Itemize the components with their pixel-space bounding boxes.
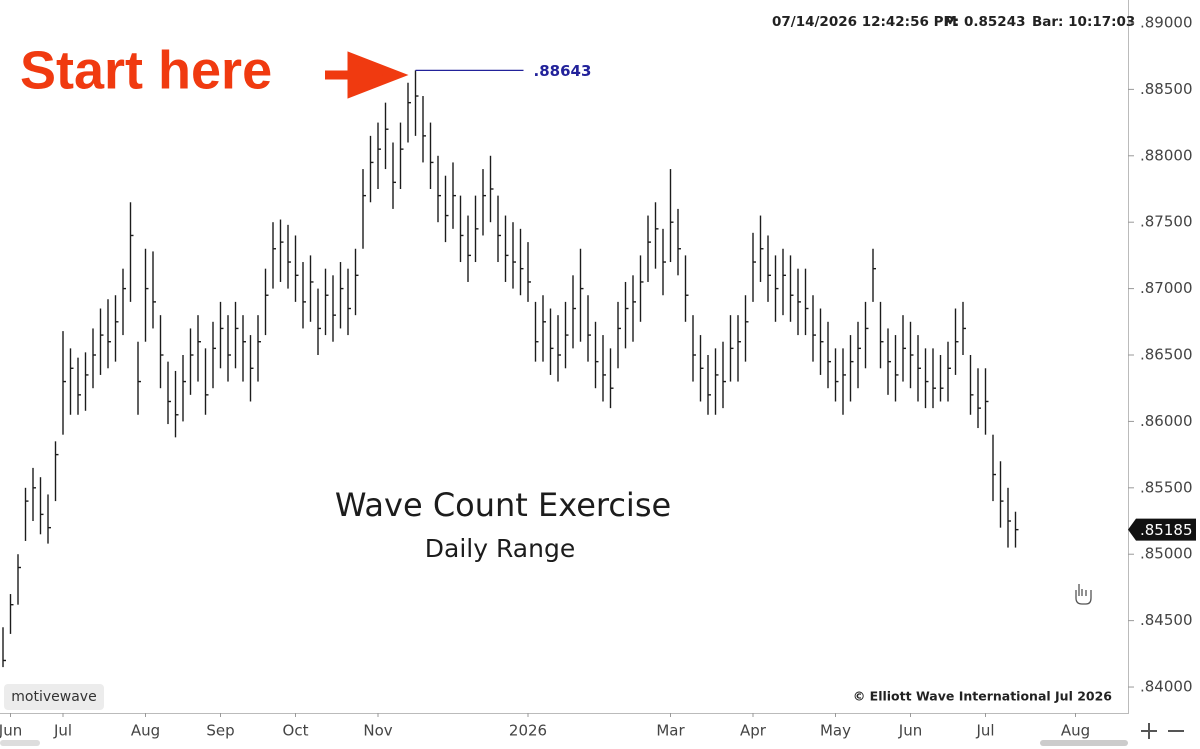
bar-timer: Bar: 10:17:03 [1032, 14, 1135, 30]
y-tick-label: .85500 [1140, 478, 1193, 496]
platform-badge [4, 684, 104, 710]
platform-name: motivewave [11, 689, 96, 705]
zoom-in-button[interactable] [1141, 723, 1157, 739]
x-tick-label: Nov [363, 722, 392, 740]
current-price: P: 0.85243 [944, 14, 1025, 30]
y-tick-label: .87000 [1140, 279, 1193, 297]
scrollbar[interactable] [1040, 740, 1128, 746]
y-tick-label: .88000 [1140, 146, 1193, 164]
y-tick-label: .88500 [1140, 80, 1193, 98]
cursor-icon [1075, 584, 1092, 605]
price-bars [2, 70, 1019, 668]
y-tick-label: .84500 [1140, 611, 1193, 629]
y-tick-label: .87500 [1140, 213, 1193, 231]
x-tick-label: Mar [656, 722, 685, 740]
x-tick-label: Aug [131, 722, 160, 740]
y-tick-label: .86000 [1140, 412, 1193, 430]
chart-title: Wave Count Exercise [335, 486, 671, 524]
scrollbar-left[interactable] [0, 740, 40, 746]
peak-label: .88643 [534, 62, 592, 80]
y-tick-label: .89000 [1140, 13, 1193, 31]
timestamp: 07/14/2026 12:42:56 PM [772, 14, 957, 30]
last-price-label: .85185 [1140, 521, 1193, 539]
x-tick-label: Oct [283, 722, 309, 740]
y-tick-label: .84000 [1140, 678, 1193, 696]
x-tick-label: 2026 [509, 722, 547, 740]
x-tick-label: Aug [1061, 722, 1090, 740]
x-tick-label: Apr [740, 722, 767, 740]
chart-subtitle: Daily Range [425, 534, 575, 563]
x-tick-label: Jun [0, 722, 22, 740]
y-tick-label: .86500 [1140, 346, 1193, 364]
last-price-box [1128, 518, 1196, 541]
annotation-arrow [325, 51, 409, 99]
x-tick-label: Jul [53, 722, 72, 740]
x-tick-label: Jul [975, 722, 994, 740]
x-tick-label: Jun [898, 722, 922, 740]
x-tick-label: Sep [206, 722, 234, 740]
copyright: © Elliott Wave International Jul 2026 [853, 689, 1112, 704]
y-tick-label: .85000 [1140, 545, 1193, 563]
annotation: Start here [20, 40, 272, 100]
x-tick-label: May [820, 722, 851, 740]
